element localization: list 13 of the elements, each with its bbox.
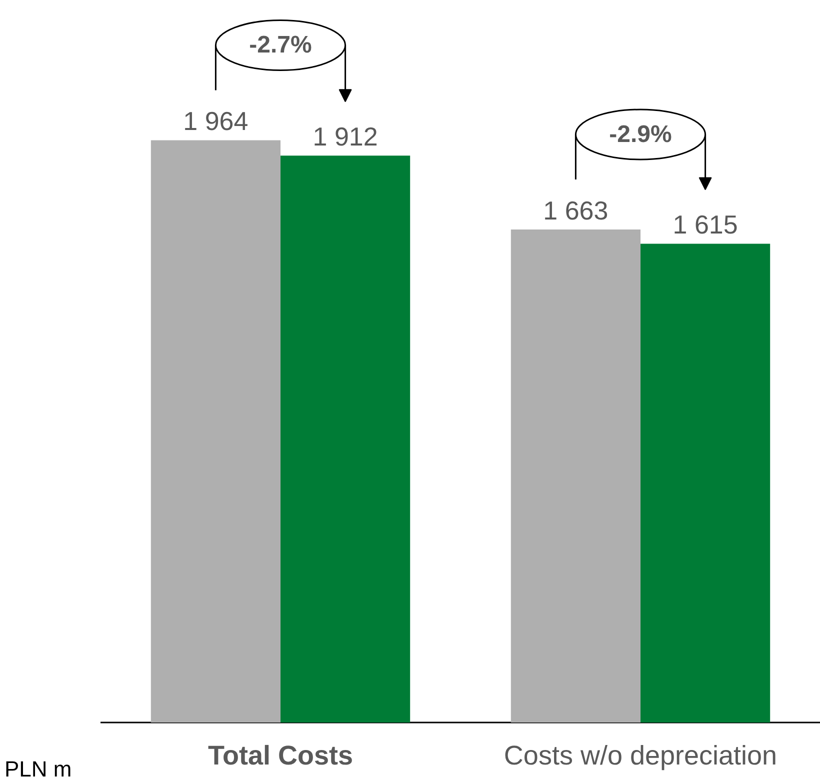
- data-label: 1 663: [543, 195, 608, 226]
- text: PLN m: [4, 756, 72, 782]
- data-label: 1 912: [312, 122, 378, 152]
- x-tick-label: Total Costs: [208, 740, 354, 770]
- bar: [280, 156, 410, 722]
- bar: [640, 244, 770, 722]
- text: -2.7%: [249, 32, 312, 59]
- annotation: -2.9%: [609, 120, 672, 148]
- data-label: 1 615: [672, 210, 738, 240]
- bar: [510, 229, 640, 722]
- data-label: 1 964: [183, 106, 248, 136]
- x-tick-label: Costs w/o depreciation: [504, 740, 778, 770]
- bar: [150, 140, 280, 722]
